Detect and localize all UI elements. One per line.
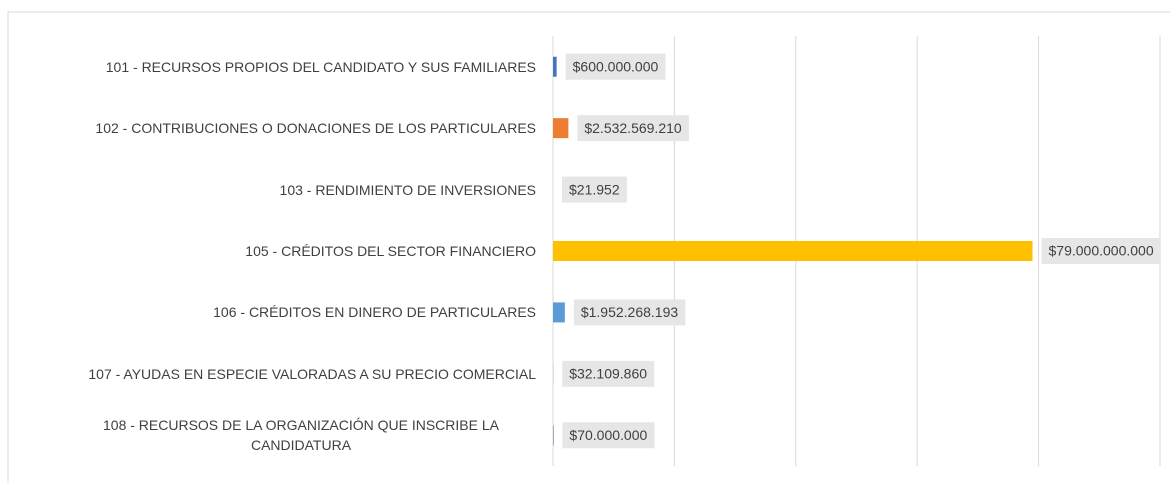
bar xyxy=(553,241,1033,261)
value-label-bg xyxy=(562,176,627,203)
value-label-bg xyxy=(577,115,689,142)
category-label: 101 - RECURSOS PROPIOS DEL CANDIDATO Y S… xyxy=(10,37,536,97)
category-text: 105 - CRÉDITOS DEL SECTOR FINANCIERO xyxy=(245,243,536,259)
value-label: $21.952 xyxy=(569,181,620,197)
value-label: $70.000.000 xyxy=(569,427,647,443)
category-label: 103 - RENDIMIENTO DE INVERSIONES xyxy=(10,160,536,220)
category-text: 106 - CRÉDITOS EN DINERO DE PARTICULARES xyxy=(213,304,536,321)
category-label: 105 - CRÉDITOS DEL SECTOR FINANCIERO xyxy=(10,221,536,281)
value-label-bg xyxy=(565,53,666,80)
category-label: 106 - CRÉDITOS EN DINERO DE PARTICULARES xyxy=(10,282,536,342)
value-label: $2.532.569.210 xyxy=(584,120,682,136)
category-text: 108 - RECURSOS DE LA ORGANIZACIÓN QUE IN… xyxy=(103,417,499,454)
value-label-bg xyxy=(562,360,655,387)
chart-border xyxy=(7,11,1170,483)
value-label-bg xyxy=(573,299,686,326)
value-label: $32.109.860 xyxy=(569,366,647,382)
category-label: 107 - AYUDAS EN ESPECIE VALORADAS A SU P… xyxy=(10,344,536,404)
category-text: 102 - CONTRIBUCIONES O DONACIONES DE LOS… xyxy=(95,120,536,137)
bar xyxy=(553,56,557,77)
category-label: 108 - RECURSOS DE LA ORGANIZACIÓN QUE IN… xyxy=(10,405,536,465)
category-label: 102 - CONTRIBUCIONES O DONACIONES DE LOS… xyxy=(10,98,536,158)
category-text: 103 - RENDIMIENTO DE INVERSIONES xyxy=(279,181,536,198)
value-label: $600.000.000 xyxy=(573,58,659,74)
bar xyxy=(553,302,565,323)
value-label-bg xyxy=(1041,238,1161,264)
value-label: $1.952.268.193 xyxy=(581,304,679,320)
category-text: 101 - RECURSOS PROPIOS DEL CANDIDATO Y S… xyxy=(105,58,536,75)
bar xyxy=(553,118,569,139)
value-label: $79.000.000.000 xyxy=(1049,243,1154,259)
category-text: 107 - AYUDAS EN ESPECIE VALORADAS A SU P… xyxy=(88,365,536,382)
value-label-bg xyxy=(562,422,655,449)
